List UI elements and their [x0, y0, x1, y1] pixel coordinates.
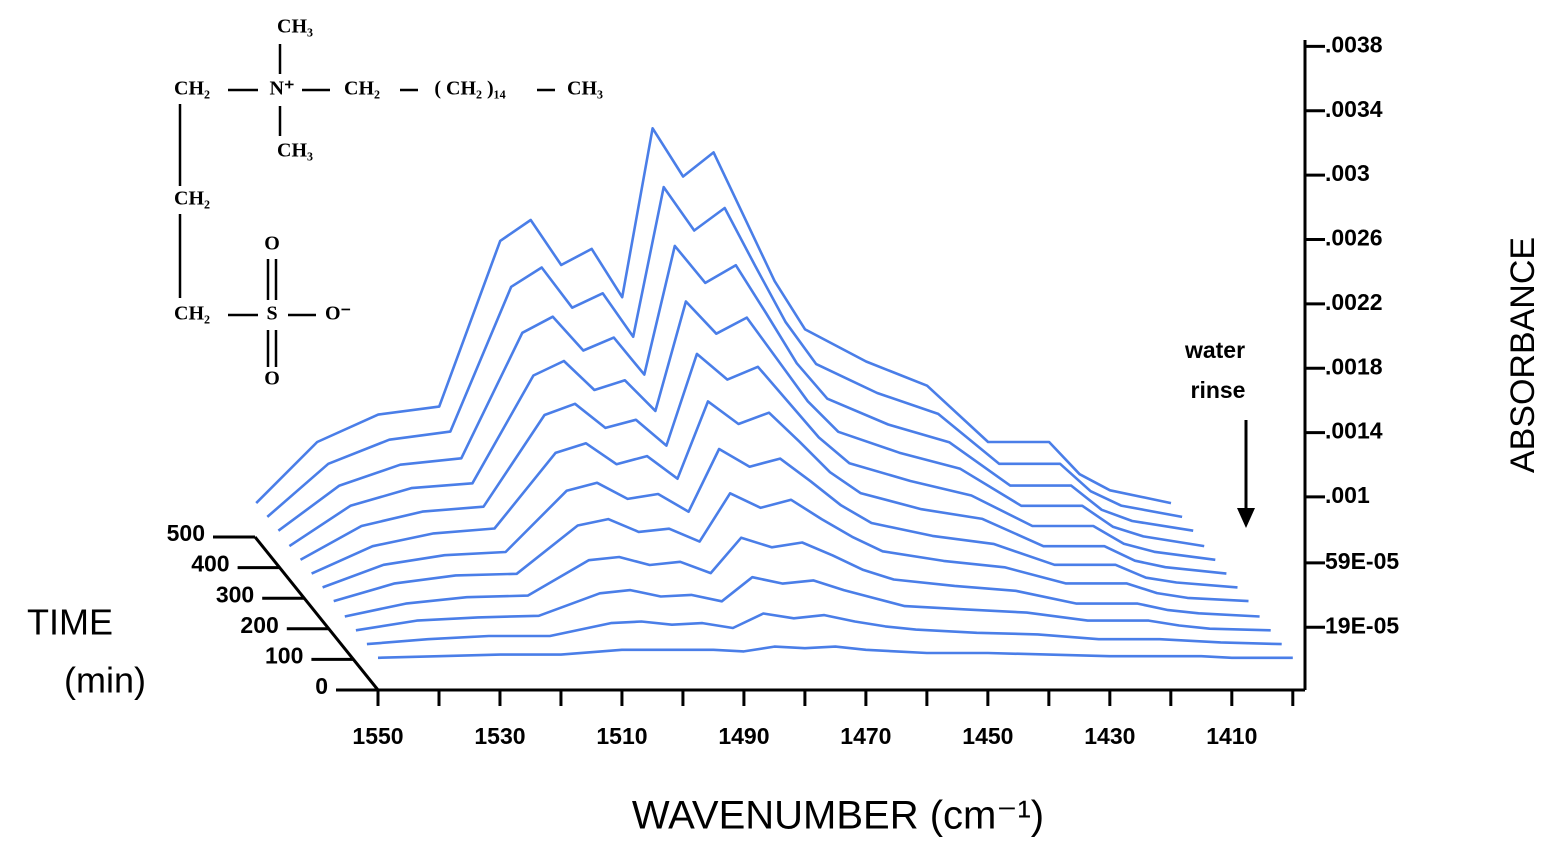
y-axis-label: ABSORBANCE: [1504, 237, 1542, 473]
z-tick-label: 0: [315, 673, 328, 699]
atom-label: CH₂: [174, 188, 210, 210]
y-tick-label: .001: [1325, 482, 1370, 508]
x-tick-label: 1530: [474, 723, 525, 749]
atom-label: O: [264, 233, 280, 255]
z-tick-label: 400: [191, 551, 229, 577]
atom-label: CH₂: [174, 303, 210, 325]
y-tick-label: .0022: [1325, 289, 1383, 315]
atom-label: S: [266, 303, 277, 325]
y-tick-label: 59E-05: [1325, 548, 1399, 574]
spectrum-line: [266, 185, 1183, 519]
y-tick-label: 19E-05: [1325, 612, 1399, 638]
z-tick-label: 200: [240, 612, 278, 638]
x-axis-label: WAVENUMBER (cm⁻¹): [632, 794, 1044, 838]
z-axis-label: TIME: [27, 602, 113, 643]
annotation-arrowhead: [1237, 508, 1255, 528]
y-tick-label: .0014: [1325, 418, 1383, 444]
atom-label: O: [264, 368, 280, 390]
spectrum-line: [333, 492, 1249, 603]
x-tick-label: 1430: [1084, 723, 1135, 749]
z-tick-label: 100: [265, 642, 303, 668]
atom-label: N⁺: [270, 78, 295, 100]
x-tick-label: 1450: [962, 723, 1013, 749]
spectrum-line: [288, 300, 1205, 548]
y-tick-label: .0034: [1325, 96, 1383, 122]
y-tick-label: .0026: [1325, 225, 1383, 251]
atom-label: CH₃: [567, 78, 603, 100]
axes: 1550 1530 1510 1490 1470 1450 1430 1410 .0038 .00…: [167, 32, 1400, 750]
structure: CH₃ CH₂ N⁺ CH₂ ( CH₂ )₁₄ CH₃ CH₃ CH₂ CH₂…: [174, 16, 603, 390]
spectrum-line: [377, 645, 1293, 660]
x-tick-label: 1550: [352, 723, 403, 749]
spectrum-line: [255, 127, 1172, 505]
spectrum-line: [322, 447, 1238, 589]
spectrum-line: [311, 400, 1227, 575]
annotation: water: [1184, 337, 1245, 363]
y-tick-label: .003: [1325, 160, 1370, 186]
spectrum-line: [366, 612, 1282, 646]
atom-label: CH₂: [174, 78, 210, 100]
z-axis-unit: (min): [64, 660, 146, 701]
atom-label: CH₃: [277, 140, 313, 162]
z-axis: [253, 536, 380, 691]
atom-label: CH₃: [277, 16, 313, 38]
x-tick-label: 1410: [1206, 723, 1257, 749]
x-tick-label: 1510: [596, 723, 647, 749]
y-tick-label: .0038: [1325, 32, 1383, 58]
z-tick-label: 500: [167, 520, 205, 546]
annotation: rinse: [1191, 377, 1246, 403]
atom-label: O⁻: [325, 303, 351, 325]
spectra: [255, 127, 1293, 690]
x-tick-label: 1470: [840, 723, 891, 749]
spectrum-line: [277, 244, 1194, 532]
occlusion-fill: [378, 646, 1293, 690]
y-tick-label: .0018: [1325, 353, 1383, 379]
atom-label: ( CH₂ )₁₄: [434, 78, 505, 100]
spectrum-line: [299, 352, 1216, 562]
spectrum-line: [344, 536, 1260, 618]
atom-label: CH₂: [344, 78, 380, 100]
z-tick-label: 300: [216, 581, 254, 607]
spectrum-line: [355, 575, 1271, 632]
x-tick-label: 1490: [718, 723, 769, 749]
